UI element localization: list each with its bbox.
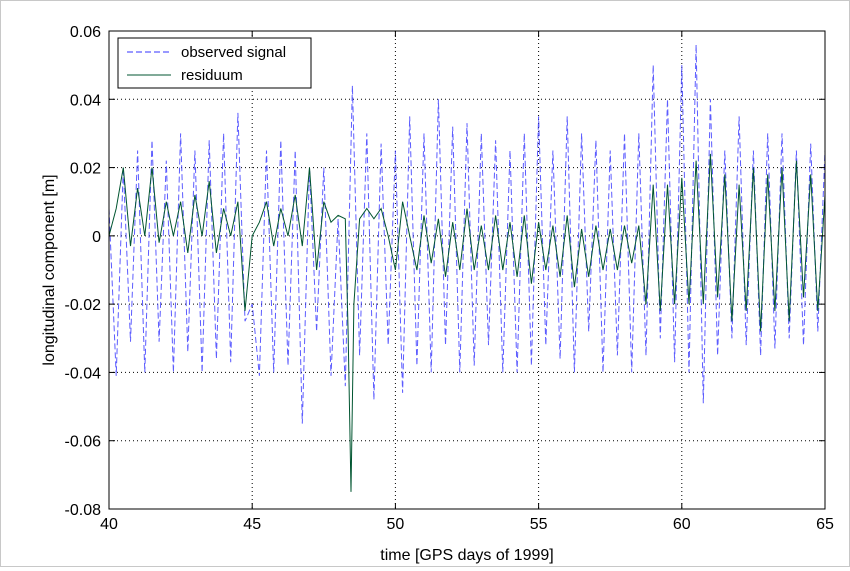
y-tick-label: 0.02 bbox=[70, 161, 101, 178]
ticks bbox=[108, 30, 826, 510]
series-line-residuum bbox=[108, 153, 826, 492]
legend: observed signal residuum bbox=[117, 37, 312, 89]
x-tick-label: 60 bbox=[673, 516, 691, 533]
y-tick-label: 0 bbox=[92, 229, 101, 246]
series-line-observed-signal bbox=[108, 44, 826, 424]
x-axis-label: time [GPS days of 1999] bbox=[380, 547, 553, 564]
plot-area bbox=[109, 31, 825, 509]
series-layer bbox=[108, 44, 826, 492]
legend-label-observed-signal: observed signal bbox=[181, 44, 286, 61]
x-tick-label: 45 bbox=[243, 516, 261, 533]
y-tick-label: -0.04 bbox=[65, 365, 102, 382]
y-axis-label: longitudinal component [m] bbox=[41, 174, 58, 365]
y-tick-label: 0.04 bbox=[70, 92, 101, 109]
y-tick-label: -0.06 bbox=[65, 434, 102, 451]
x-tick-label: 55 bbox=[530, 516, 548, 533]
y-tick-labels: 0.06 0.04 0.02 0 -0.02 -0.04 -0.06 -0.08 bbox=[65, 24, 102, 519]
plot-border bbox=[108, 30, 826, 510]
y-tick-label: -0.08 bbox=[65, 502, 102, 519]
x-tick-label: 40 bbox=[100, 516, 118, 533]
y-tick-label: 0.06 bbox=[70, 24, 101, 41]
legend-box bbox=[117, 37, 312, 89]
x-tick-label: 65 bbox=[816, 516, 834, 533]
x-tick-labels: 40 45 50 55 60 65 bbox=[100, 516, 834, 533]
x-tick-label: 50 bbox=[387, 516, 405, 533]
legend-label-residuum: residuum bbox=[181, 67, 243, 84]
y-tick-label: -0.02 bbox=[65, 297, 102, 314]
